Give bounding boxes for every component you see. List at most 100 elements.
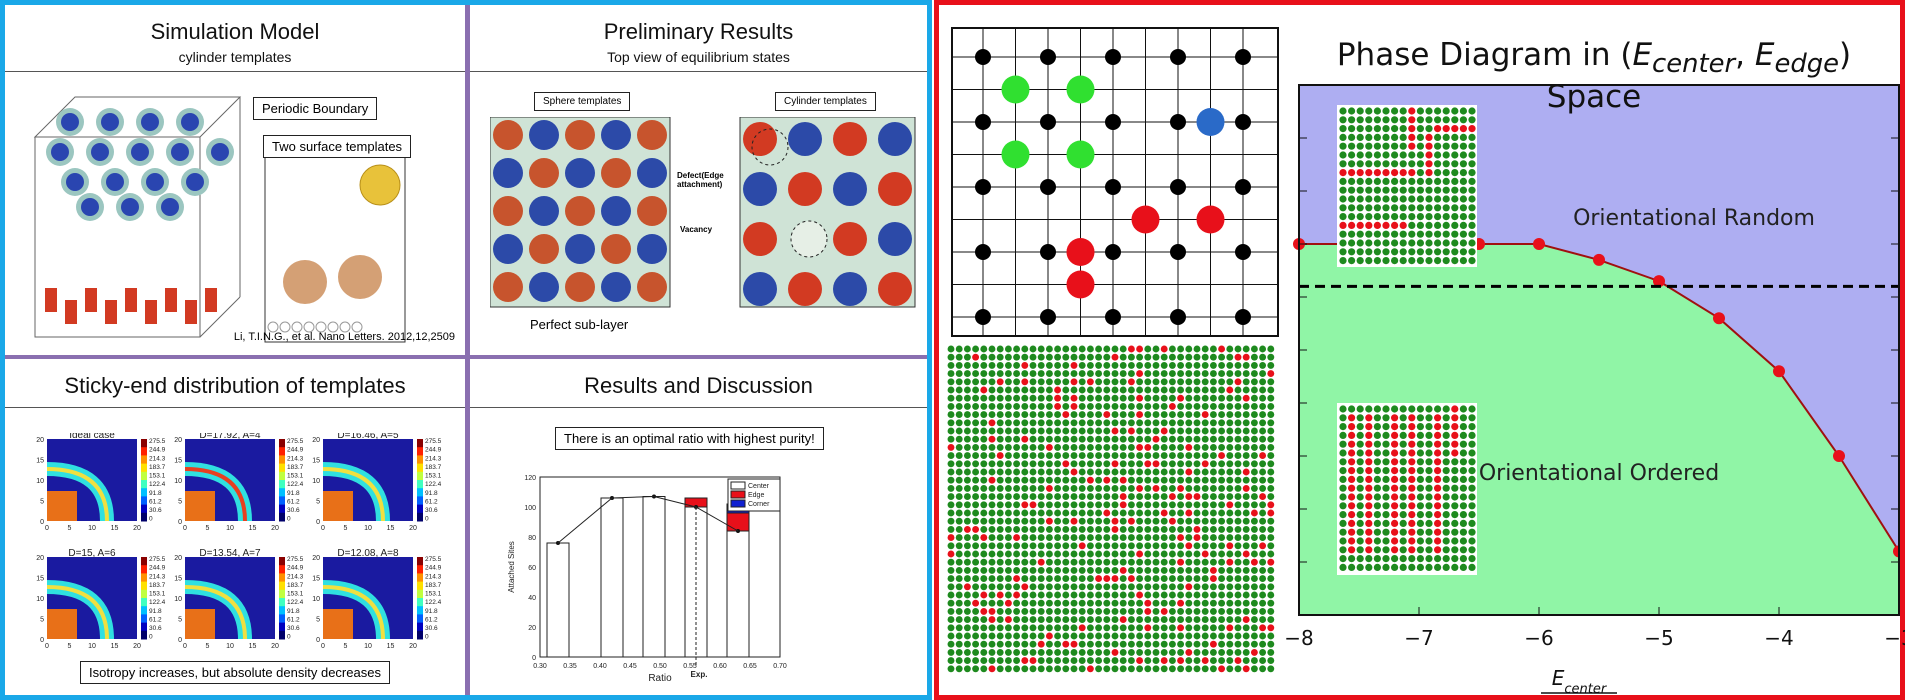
inset-particle <box>1442 467 1450 475</box>
lattice-site <box>1105 244 1121 260</box>
snapshot-particle <box>1242 378 1250 386</box>
snapshot-particle <box>1021 665 1029 673</box>
colorbar-segment <box>279 455 285 465</box>
snapshot-particle <box>1004 525 1012 533</box>
template-particle <box>1131 205 1160 234</box>
snapshot-particle <box>1160 427 1168 435</box>
inset-particle <box>1468 116 1476 124</box>
inset-particle <box>1451 221 1459 229</box>
inset-particle <box>1391 248 1399 256</box>
snapshot-particle <box>1250 632 1258 640</box>
snapshot-particle <box>1226 624 1234 632</box>
snapshot-particle <box>1013 361 1021 369</box>
snapshot-particle <box>1177 370 1185 378</box>
snapshot-particle <box>1070 476 1078 484</box>
snapshot-particle <box>947 583 955 591</box>
snapshot-particle <box>1004 370 1012 378</box>
snapshot-particle <box>1103 419 1111 427</box>
legend-swatch <box>730 490 746 499</box>
snapshot-particle <box>963 402 971 410</box>
snapshot-particle <box>1070 353 1078 361</box>
x-tick: 20 <box>409 525 417 532</box>
snapshot-particle <box>1267 640 1275 648</box>
snapshot-particle <box>1259 435 1267 443</box>
snapshot-particle <box>988 566 996 574</box>
snapshot-particle <box>1144 616 1152 624</box>
snapshot-particle <box>1160 386 1168 394</box>
snapshot-particle <box>1201 525 1209 533</box>
snapshot-particle <box>955 493 963 501</box>
snapshot-particle <box>1144 427 1152 435</box>
snapshot-particle <box>1185 452 1193 460</box>
inset-particle <box>1416 257 1424 265</box>
snapshot-particle <box>1037 550 1045 558</box>
snapshot-particle <box>1136 345 1144 353</box>
snapshot-particle <box>1103 591 1111 599</box>
snapshot-particle <box>1152 550 1160 558</box>
snapshot-particle <box>1234 361 1242 369</box>
snapshot-particle <box>1160 370 1168 378</box>
blue-cylinder <box>878 122 912 156</box>
snapshot-particle <box>947 411 955 419</box>
snapshot-particle <box>1127 525 1135 533</box>
lattice-site <box>1170 244 1186 260</box>
snapshot-particle <box>1193 657 1201 665</box>
snapshot-particle <box>1136 640 1144 648</box>
inset-particle <box>1356 475 1364 483</box>
snapshot-particle <box>1136 583 1144 591</box>
snapshot-particle <box>1242 411 1250 419</box>
snapshot-particle <box>1078 353 1086 361</box>
snapshot-particle <box>1242 370 1250 378</box>
inset-particle <box>1356 449 1364 457</box>
snapshot-particle <box>1111 591 1119 599</box>
results-banner: There is an optimal ratio with highest p… <box>555 427 824 450</box>
snapshot-particle <box>1054 452 1062 460</box>
snapshot-particle <box>1234 575 1242 583</box>
snapshot-particle <box>1168 443 1176 451</box>
snapshot-particle <box>1045 624 1053 632</box>
snapshot-particle <box>1152 542 1160 550</box>
inset-particle <box>1339 142 1347 150</box>
snapshot-particle <box>1078 501 1086 509</box>
snapshot-particle <box>1086 575 1094 583</box>
snapshot-particle <box>996 386 1004 394</box>
snapshot-particle <box>1193 525 1201 533</box>
inset-particle <box>1373 133 1381 141</box>
snapshot-particle <box>1013 476 1021 484</box>
inset-particle <box>1416 169 1424 177</box>
inset-particle <box>1459 414 1467 422</box>
colorbar-segment <box>279 606 285 615</box>
snapshot-particle <box>1193 370 1201 378</box>
blue-cylinder <box>878 222 912 256</box>
snapshot-particle <box>1086 616 1094 624</box>
snapshot-particle <box>963 452 971 460</box>
snapshot-particle <box>1201 616 1209 624</box>
snapshot-particle <box>1021 435 1029 443</box>
inset-particle <box>1365 484 1373 492</box>
snapshot-particle <box>1218 427 1226 435</box>
inset-particle <box>1468 528 1476 536</box>
snapshot-particle <box>1013 534 1021 542</box>
snapshot-particle <box>963 648 971 656</box>
snapshot-particle <box>1078 378 1086 386</box>
snapshot-particle <box>1242 657 1250 665</box>
inset-particle <box>1408 204 1416 212</box>
snapshot-particle <box>1259 558 1267 566</box>
snapshot-particle <box>1193 460 1201 468</box>
inset-particle <box>1373 493 1381 501</box>
inset-particle <box>1468 484 1476 492</box>
snapshot-particle <box>1070 386 1078 394</box>
snapshot-particle <box>1111 575 1119 583</box>
snapshot-particle <box>1136 501 1144 509</box>
snapshot-particle <box>947 484 955 492</box>
inset-particle <box>1442 484 1450 492</box>
red-sphere <box>637 272 667 302</box>
snapshot-particle <box>1168 427 1176 435</box>
snapshot-particle <box>1045 345 1053 353</box>
inset-particle <box>1399 107 1407 115</box>
snapshot-particle <box>1259 599 1267 607</box>
snapshot-particle <box>1119 345 1127 353</box>
snapshot-particle <box>1078 607 1086 615</box>
snapshot-particle <box>1250 419 1258 427</box>
